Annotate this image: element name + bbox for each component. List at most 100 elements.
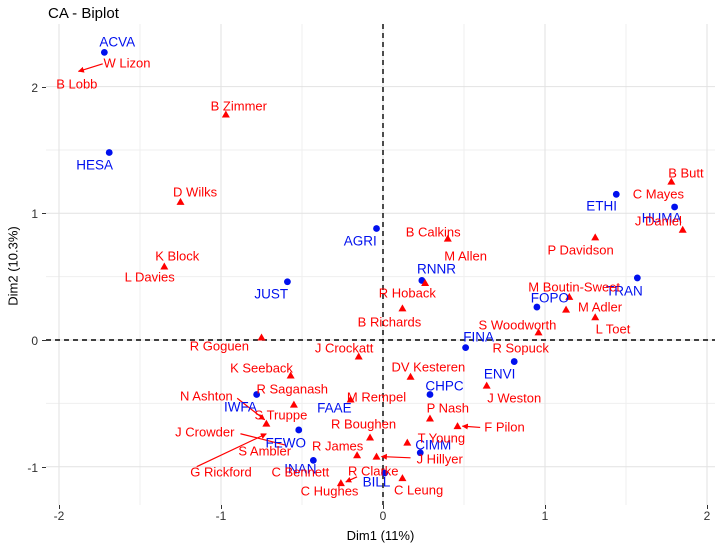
- committee-label: FOPO: [530, 290, 569, 306]
- x-tick-label: 0: [379, 509, 387, 523]
- person-point: [453, 422, 462, 430]
- person-label: N Ashton: [180, 388, 233, 404]
- person-label: P Nash: [426, 400, 469, 416]
- person-label: M Rempel: [346, 389, 407, 405]
- committee-point: [105, 149, 113, 156]
- committee-label: INAN: [284, 461, 317, 477]
- person-label: P Davidson: [547, 242, 614, 258]
- y-tick-mark: [42, 466, 46, 468]
- committee-label: ENVI: [483, 366, 516, 382]
- person-label: L Davies: [124, 269, 175, 285]
- person-label: M Boutin-Sweet: [528, 279, 621, 295]
- person-point: [443, 234, 452, 242]
- committee-point: [373, 225, 380, 232]
- person-label: L Toet: [595, 321, 631, 337]
- committee-point: [100, 48, 108, 56]
- person-label: S Woodworth: [478, 317, 557, 333]
- committee-label: HESA: [76, 157, 114, 173]
- data-point-markers: [100, 48, 687, 487]
- y-tick-label: 1: [31, 207, 38, 222]
- person-point: [346, 395, 355, 403]
- label-pointer-segments: [77, 63, 481, 483]
- person-point: [372, 452, 381, 460]
- y-tick-mark: [42, 340, 46, 341]
- person-label: C Mayes: [632, 186, 685, 202]
- committee-label: CHPC: [425, 378, 464, 394]
- person-point: [482, 381, 491, 389]
- x-tick-label: 2: [703, 509, 711, 523]
- y-axis-title: Dim2 (10.3%): [5, 226, 21, 306]
- person-label: S Truppe: [254, 407, 308, 423]
- person-label: C Bennett: [271, 464, 330, 480]
- person-label: M Adler: [578, 299, 623, 315]
- reference-dashed-lines: [46, 24, 715, 505]
- pointer-segment: [461, 423, 481, 430]
- person-label: S Ambler: [238, 443, 292, 459]
- person-label: W Lizon: [103, 55, 151, 71]
- committee-point: [309, 456, 317, 464]
- x-tick-mark: [707, 505, 708, 509]
- person-label: R Sopuck: [492, 340, 549, 356]
- committee-point: [510, 358, 518, 365]
- person-point: [562, 305, 571, 313]
- person-point: [354, 352, 363, 360]
- person-point: [366, 433, 375, 441]
- plot-panel: ACVA HESA AGRI JUST RNNR ETHI HUMA TRAN FOPO FINA…: [46, 24, 715, 505]
- person-point: [565, 292, 574, 300]
- person-point: [667, 177, 676, 185]
- person-label: J Hillyer: [416, 451, 463, 467]
- person-label: C Hughes: [300, 483, 359, 499]
- person-label: J Crowder: [175, 424, 235, 440]
- committee-point: [533, 303, 541, 311]
- person-label: J Daniel: [634, 213, 682, 229]
- person-point: [176, 197, 185, 205]
- person-label: K Block: [155, 248, 200, 264]
- person-point: [336, 479, 345, 487]
- person-label: DV Kesteren: [391, 359, 466, 375]
- pointer-segment: [77, 63, 103, 73]
- committee-label: JUST: [254, 286, 289, 302]
- committee-point: [416, 449, 424, 457]
- person-point: [425, 414, 434, 422]
- committee-point: [426, 391, 434, 398]
- committee-label: IWFA: [223, 399, 257, 415]
- person-label: B Richards: [357, 314, 422, 330]
- x-tick-label: -2: [53, 509, 65, 523]
- person-label: T Young: [417, 430, 466, 446]
- committee-point: [295, 426, 303, 434]
- committee-label: FINA: [463, 329, 494, 345]
- person-point: [353, 451, 362, 459]
- person-point: [262, 419, 271, 427]
- person-point: [160, 262, 169, 270]
- person-point: [398, 474, 407, 482]
- committee-label: FEWO: [265, 435, 307, 451]
- person-label: B Butt: [668, 165, 704, 181]
- person-label: G Rickford: [190, 464, 252, 480]
- x-tick-mark: [545, 505, 546, 509]
- committee-point: [612, 190, 620, 198]
- person-label: R Clarke: [347, 463, 399, 478]
- person-point: [406, 372, 415, 380]
- person-label: C Leung: [394, 482, 444, 497]
- person-label: R Goguen: [189, 338, 250, 354]
- person-point: [678, 225, 687, 233]
- y-tick-label: 2: [31, 80, 38, 95]
- person-label: R James: [311, 438, 364, 454]
- person-label: F Pilon: [484, 419, 525, 435]
- person-point: [421, 278, 430, 286]
- x-tick-mark: [383, 505, 384, 509]
- committee-label: RNNR: [416, 261, 456, 277]
- person-label: B Calkins: [405, 224, 461, 240]
- person-label: R Saganash: [256, 381, 329, 397]
- x-tick-label: -1: [215, 509, 227, 523]
- person-point: [591, 233, 600, 241]
- person-point: [289, 400, 298, 408]
- y-tick-label: 0: [31, 334, 38, 348]
- person-label: J Crockatt: [314, 340, 374, 356]
- chart-title: CA - Biplot: [48, 5, 119, 22]
- committee-label: BILL: [362, 474, 391, 490]
- committee-label: AGRI: [343, 233, 377, 249]
- x-axis-title: Dim1 (11%): [346, 528, 415, 543]
- pointer-segment: [236, 397, 266, 421]
